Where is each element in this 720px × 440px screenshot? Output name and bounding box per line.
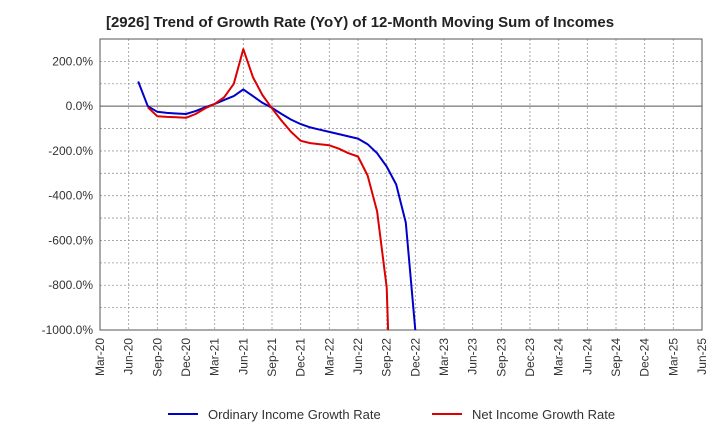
y-tick-label: -600.0%	[48, 233, 93, 247]
x-tick-label: Sep-23	[494, 338, 508, 377]
y-tick-label: 200.0%	[52, 54, 93, 68]
plot-area	[100, 39, 702, 330]
legend-label-2: Net Income Growth Rate	[472, 407, 615, 422]
x-tick-label: Jun-20	[122, 338, 136, 375]
x-tick-label: Mar-24	[552, 338, 566, 376]
x-tick-label: Jun-23	[466, 338, 480, 375]
y-tick-label: -1000.0%	[42, 323, 94, 337]
x-tick-label: Jun-24	[580, 338, 594, 375]
y-tick-label: -400.0%	[48, 189, 93, 203]
x-tick-label: Sep-21	[265, 338, 279, 377]
x-tick-label: Mar-23	[437, 338, 451, 376]
x-tick-label: Dec-23	[523, 338, 537, 377]
y-tick-label: -200.0%	[48, 144, 93, 158]
x-tick-label: Mar-25	[666, 338, 680, 376]
x-tick-label: Dec-22	[408, 338, 422, 377]
series-line-2	[147, 48, 390, 330]
y-tick-label: -800.0%	[48, 278, 93, 292]
x-tick-label: Jun-22	[351, 338, 365, 375]
x-tick-label: Jun-25	[695, 338, 709, 375]
x-tick-label: Mar-21	[208, 338, 222, 376]
x-tick-label: Jun-21	[236, 338, 250, 375]
x-tick-label: Dec-21	[294, 338, 308, 377]
legend-label-1: Ordinary Income Growth Rate	[208, 407, 381, 422]
x-tick-label: Sep-24	[609, 338, 623, 377]
x-tick-label: Sep-22	[380, 338, 394, 377]
series-line-1	[137, 81, 417, 330]
y-tick-label: 0.0%	[66, 99, 94, 113]
x-tick-label: Dec-20	[179, 338, 193, 377]
plot-frame	[99, 38, 703, 331]
x-tick-label: Mar-20	[93, 338, 107, 376]
x-tick-label: Mar-22	[322, 338, 336, 376]
x-tick-label: Dec-24	[638, 338, 652, 377]
x-tick-label: Sep-20	[150, 338, 164, 377]
chart-title: [2926] Trend of Growth Rate (YoY) of 12-…	[105, 14, 615, 31]
